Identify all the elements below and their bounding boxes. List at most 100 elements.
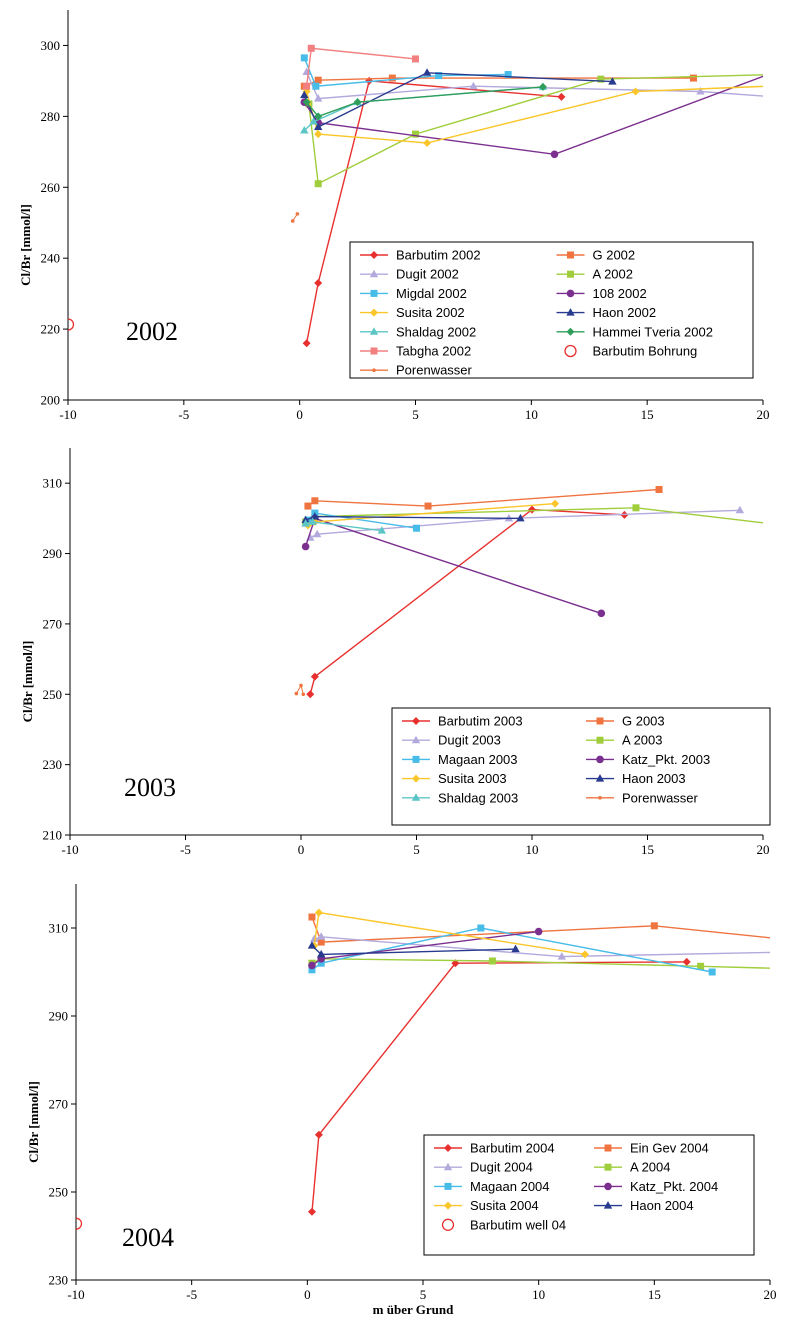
legend-label: A 2003: [622, 733, 663, 748]
y-tick-label: 300: [41, 38, 61, 53]
series-a-2003: [302, 504, 763, 526]
chart-panel-2003: 210 230 250 270 290 310 -10 -5 0 5 10 15 20 Cl/Br [mm…: [20, 448, 771, 857]
series-line: [309, 508, 625, 695]
series-line: [305, 80, 562, 344]
data-point: [538, 82, 547, 91]
legend-marker: [441, 1218, 455, 1231]
legend-marker: [411, 793, 421, 801]
data-point: [314, 908, 323, 917]
data-point: [308, 961, 316, 970]
legend-item-katz-pkt-2004: Katz_Pkt. 2004: [594, 1179, 718, 1194]
x-tick-label: 20: [757, 842, 770, 857]
x-tick-label: -5: [178, 407, 189, 422]
legend-item-dugit-2002: Dugit 2002: [360, 267, 459, 282]
data-point: [423, 138, 432, 147]
x-tick-label: -10: [59, 407, 76, 422]
data-point: [294, 691, 299, 696]
data-point: [477, 924, 485, 932]
legend-marker: [604, 1144, 612, 1152]
legend-marker: [370, 289, 378, 297]
data-point: [310, 934, 319, 942]
x-tick-label: -10: [61, 842, 78, 857]
data-point: [306, 690, 315, 699]
data-point: [708, 968, 716, 976]
series-line: [304, 517, 602, 615]
legend-item-barbutim-2004: Barbutim 2004: [434, 1141, 555, 1156]
series-porenwasser: [290, 212, 300, 223]
series-magaan-2004: [308, 924, 716, 976]
data-point: [302, 98, 311, 107]
legend-label: Barbutim 2004: [470, 1141, 555, 1156]
x-tick-label: 20: [764, 1287, 777, 1302]
x-tick-label: -5: [186, 1287, 197, 1302]
data-point: [312, 82, 320, 90]
legend-label: Magaan 2004: [470, 1179, 550, 1194]
data-point: [696, 87, 705, 95]
legend-item-tabgha-2002: Tabgha 2002: [360, 344, 471, 359]
x-tick-label: 15: [641, 407, 654, 422]
x-tick-label: -5: [180, 842, 191, 857]
year-label: 2003: [124, 773, 176, 802]
legend-marker: [369, 327, 379, 335]
series-line: [314, 936, 770, 958]
legend-item-barbutim-2003: Barbutim 2003: [402, 714, 523, 729]
legend-marker: [567, 270, 574, 278]
legend-label: Porenwasser: [622, 790, 699, 805]
data-point: [557, 952, 566, 960]
legend-label: Shaldag 2003: [438, 790, 518, 805]
legend-marker: [370, 251, 378, 259]
legend-item-magaan-2003: Magaan 2003: [402, 752, 518, 767]
y-tick-label: 240: [41, 251, 61, 266]
data-point: [469, 81, 478, 90]
y-tick-label: 310: [49, 921, 69, 936]
y-tick-label: 260: [41, 180, 61, 195]
x-tick-label: 5: [413, 842, 420, 857]
legend-marker: [370, 308, 378, 317]
legend-marker: [566, 327, 575, 336]
legend-item-dugit-2003: Dugit 2003: [402, 733, 501, 748]
data-point: [303, 82, 311, 90]
series-line: [306, 86, 543, 118]
y-tick-label: 200: [41, 393, 61, 408]
legend-label: A 2002: [593, 267, 634, 282]
plot-area: [294, 486, 763, 699]
data-point: [690, 74, 697, 82]
y-tick-label: 230: [43, 757, 63, 772]
legend-marker: [603, 1201, 613, 1209]
legend-marker: [596, 755, 604, 764]
data-point: [771, 71, 778, 78]
x-tick-label: 5: [412, 407, 419, 422]
legend-label: Haon 2003: [622, 771, 686, 786]
legend-label: Barbutim 2003: [438, 714, 523, 729]
legend-label: Porenwasser: [396, 363, 473, 378]
data-point: [301, 542, 310, 551]
data-point: [504, 71, 512, 79]
data-point: [557, 92, 566, 101]
legend-label: Susita 2002: [396, 305, 465, 320]
legend-item-g-2002: G 2002: [556, 248, 635, 263]
x-tick-label: 10: [532, 1287, 545, 1302]
legend-item-haon-2003: Haon 2003: [586, 771, 686, 786]
legend-item-shaldag-2002: Shaldag 2002: [360, 324, 476, 339]
series-line: [303, 72, 613, 128]
x-tick-label: 0: [304, 1287, 311, 1302]
series-haon-2003: [301, 512, 525, 524]
series-tabgha-2002: [303, 44, 419, 90]
data-point: [412, 130, 419, 138]
data-point: [580, 950, 589, 959]
data-point: [488, 957, 496, 965]
data-point: [597, 609, 606, 618]
data-point: [304, 502, 312, 510]
data-point: [597, 75, 605, 83]
legend-item-migdal-2002: Migdal 2002: [360, 286, 467, 301]
data-point: [511, 944, 520, 953]
legend-item-haon-2002: Haon 2002: [556, 305, 656, 320]
legend-item-susita-2004: Susita 2004: [434, 1198, 539, 1213]
legend-label: Barbutim well 04: [470, 1217, 566, 1232]
legend: Barbutim 2003 G 2003 Dugit 2003 A 2003 Magaa…: [391, 707, 771, 826]
legend-label: Susita 2004: [470, 1198, 539, 1213]
series-porenwasser: [294, 683, 306, 697]
y-tick-label: 250: [49, 1185, 69, 1200]
legend-marker: [444, 1182, 452, 1190]
x-tick-label: 0: [296, 407, 303, 422]
